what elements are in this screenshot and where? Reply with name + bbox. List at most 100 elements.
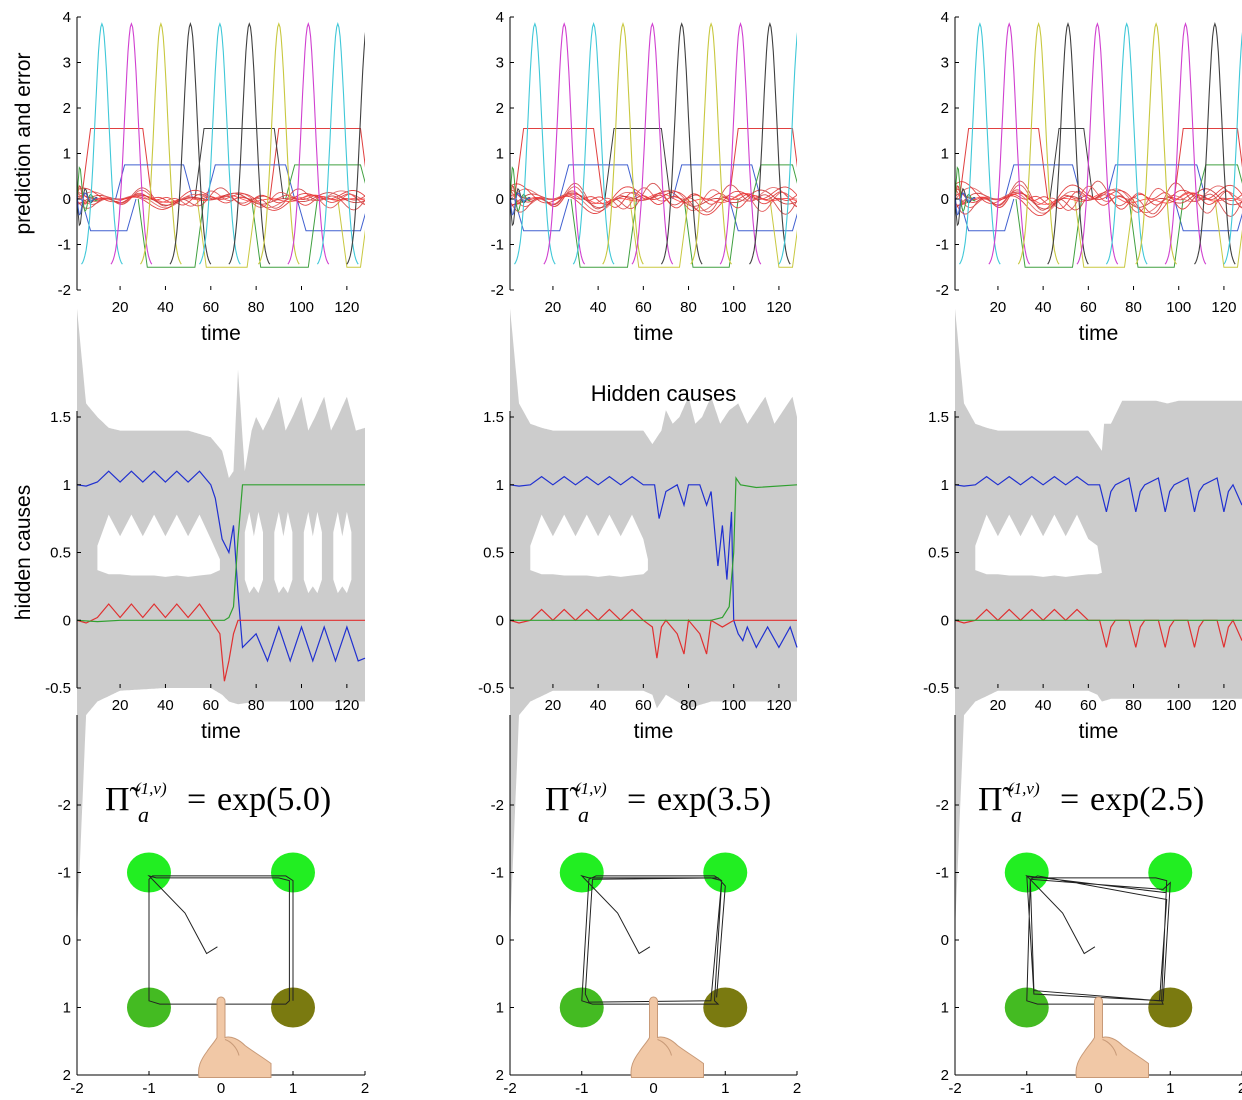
- peak-trace: [1223, 31, 1242, 265]
- y-tick-label: -1: [58, 865, 71, 882]
- y-tick-label: 0: [496, 932, 504, 949]
- x-tick-label: 120: [334, 299, 359, 316]
- x-tick-label: 20: [990, 697, 1007, 714]
- peak-trace: [690, 22, 732, 265]
- hand-shape: [1075, 996, 1149, 1078]
- y-tick-label: 1: [496, 477, 504, 494]
- pointing-hand-icon: [198, 996, 272, 1078]
- y-tick-label: -2: [936, 282, 949, 299]
- target-circle: [1148, 987, 1193, 1028]
- peak-trace: [514, 22, 556, 265]
- target-circle: [559, 852, 604, 893]
- x-tick-label: 2: [1238, 1080, 1242, 1097]
- y-tick-label: 4: [63, 9, 71, 26]
- hand-crease: [224, 1039, 240, 1056]
- plateau-trace: [728, 128, 797, 200]
- y-tick-label: 1: [63, 1000, 71, 1017]
- x-tick-label: 120: [766, 299, 791, 316]
- hidden-cause-line: [954, 475, 1242, 513]
- error-trace: [955, 181, 1242, 218]
- x-tick-label: 80: [680, 299, 697, 316]
- hidden-causes-panel: -0.5 0 0.5 1 1.5 20 40 60 80 100 120 time Hidden cau…: [478, 308, 798, 932]
- y-tick-label: 3: [496, 55, 504, 72]
- plateau-trace: [959, 198, 1015, 232]
- equation-superscript: (1,v): [1008, 779, 1040, 798]
- prediction-panel: -2 -1 0 1 2 3 4 20 40 60 80 100 120 time prediction an…: [12, 9, 365, 345]
- plateau-trace: [251, 198, 318, 268]
- target-circle: [127, 987, 171, 1028]
- transient-trace: [77, 166, 98, 214]
- x-tick-label: -1: [575, 1080, 588, 1097]
- x-tick-label: 120: [1211, 697, 1236, 714]
- error-trace: [955, 184, 1242, 214]
- x-axis-label: time: [1079, 322, 1119, 345]
- y-tick-label: -2: [491, 282, 504, 299]
- plateau-trace: [337, 198, 365, 268]
- x-tick-label: -2: [70, 1080, 83, 1097]
- y-tick-label: 2: [63, 100, 71, 117]
- y-tick-label: -2: [491, 797, 504, 814]
- peak-trace: [749, 22, 791, 265]
- plateau-trace: [514, 128, 604, 200]
- y-tick-label: 4: [941, 9, 949, 26]
- target-circle: [271, 987, 315, 1028]
- y-tick-label: -1: [936, 237, 949, 254]
- x-axis-label: time: [1079, 720, 1119, 743]
- x-tick-label: 40: [157, 697, 174, 714]
- peak-trace: [959, 22, 1001, 265]
- y-tick-label: 1: [941, 1000, 949, 1017]
- y-tick-label: 2: [496, 1067, 504, 1084]
- precision-equation: Π̃ (1,v)a = exp(5.0): [105, 779, 331, 827]
- x-tick-label: 60: [635, 697, 652, 714]
- x-tick-label: 60: [1080, 299, 1097, 316]
- y-tick-label: 2: [941, 1067, 949, 1084]
- peak-trace: [602, 22, 644, 265]
- plateau-trace: [1074, 198, 1134, 268]
- error-trace: [510, 187, 797, 212]
- x-tick-label: 60: [1080, 697, 1097, 714]
- target-circle: [271, 852, 315, 893]
- plateau-trace: [115, 164, 194, 200]
- plateau-trace: [1049, 128, 1094, 200]
- error-trace: [955, 193, 1242, 206]
- y-tick-label: 1: [496, 1000, 504, 1017]
- target-circle: [1004, 852, 1049, 893]
- equation-subscript: a: [578, 802, 589, 827]
- plateau-trace: [137, 198, 205, 268]
- plateau-trace: [629, 198, 689, 268]
- transient-trace: [510, 191, 531, 216]
- peak-trace: [1105, 22, 1148, 265]
- y-tick-label: -2: [936, 797, 949, 814]
- y-tick-label: -0.5: [923, 680, 949, 697]
- transient-trace: [955, 191, 976, 216]
- x-tick-label: 20: [112, 697, 129, 714]
- y-tick-label: 1: [941, 146, 949, 163]
- y-tick-label: 0: [941, 612, 949, 629]
- peak-trace: [140, 22, 182, 265]
- x-tick-label: 100: [721, 299, 746, 316]
- plateau-trace: [1015, 198, 1083, 268]
- hand-crease: [657, 1039, 672, 1056]
- plateau-trace: [514, 198, 570, 232]
- plateau-trace: [296, 198, 365, 232]
- y-tick-label: 3: [941, 55, 949, 72]
- plateau-trace: [559, 164, 638, 200]
- peak-trace: [1135, 22, 1177, 265]
- target-circle: [1004, 987, 1049, 1028]
- y-tick-label: -2: [58, 797, 71, 814]
- x-tick-label: 20: [545, 299, 562, 316]
- prediction-plot: [955, 22, 1242, 268]
- peak-trace: [81, 22, 123, 265]
- equation-value: exp(2.5): [1090, 781, 1204, 818]
- y-tick-label: 0: [63, 932, 71, 949]
- plateau-trace: [81, 128, 153, 200]
- y-tick-label: -0.5: [45, 680, 71, 697]
- hidden-cause-line: [509, 475, 798, 649]
- x-tick-label: 120: [1211, 299, 1236, 316]
- y-axis-label: hidden causes: [12, 485, 35, 620]
- x-tick-label: 0: [649, 1080, 657, 1097]
- error-trace: [955, 185, 1242, 214]
- plateau-trace: [959, 128, 1049, 200]
